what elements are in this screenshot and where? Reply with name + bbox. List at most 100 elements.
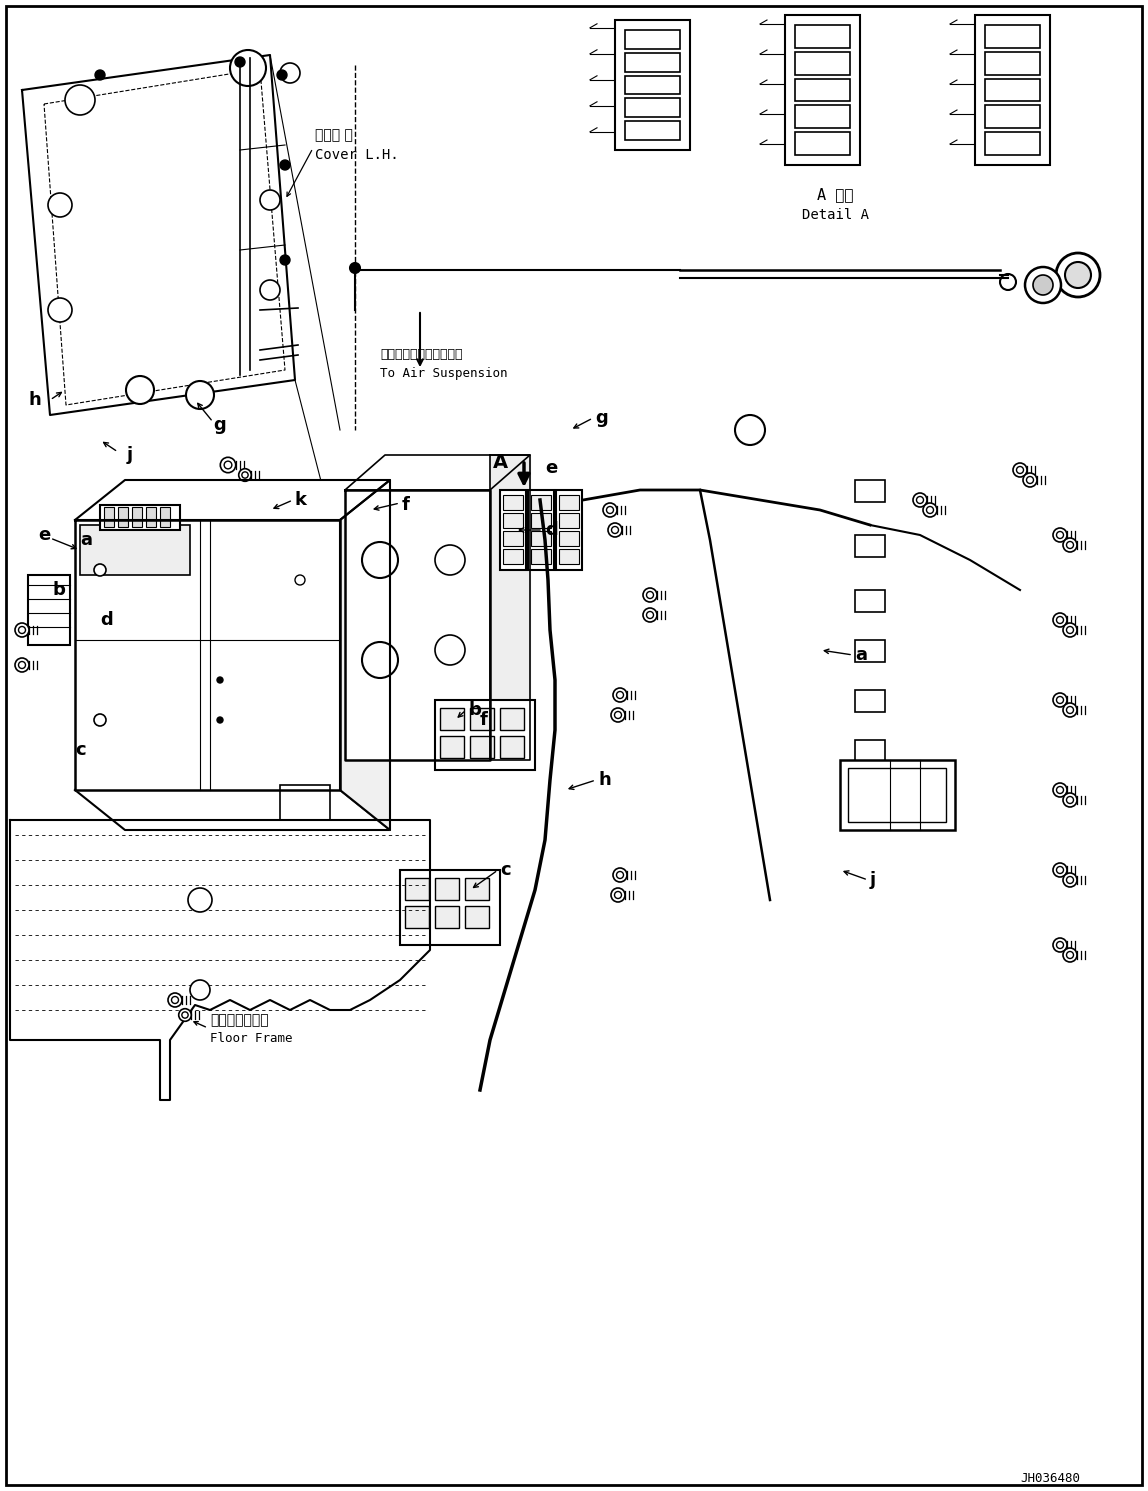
Bar: [785, 15, 860, 166]
Text: Cover L.H.: Cover L.H.: [315, 148, 398, 163]
Text: A 詳細: A 詳細: [816, 188, 853, 203]
Circle shape: [611, 708, 625, 722]
Circle shape: [277, 70, 287, 81]
Text: k: k: [295, 491, 307, 508]
Polygon shape: [75, 790, 390, 830]
Bar: [400, 871, 501, 945]
Circle shape: [48, 192, 72, 218]
Circle shape: [1066, 877, 1073, 884]
Bar: [985, 133, 1040, 155]
Bar: [855, 640, 885, 662]
Circle shape: [1026, 477, 1033, 483]
Bar: [532, 495, 551, 510]
Text: フロアフレーム: フロアフレーム: [210, 1012, 269, 1027]
Circle shape: [15, 623, 29, 637]
Circle shape: [18, 626, 25, 634]
Bar: [855, 740, 885, 762]
Circle shape: [923, 502, 937, 517]
Bar: [501, 491, 526, 570]
Circle shape: [230, 51, 266, 86]
Circle shape: [1053, 528, 1066, 543]
Bar: [625, 76, 680, 94]
Bar: [405, 878, 429, 901]
Circle shape: [435, 546, 465, 576]
Circle shape: [94, 564, 106, 576]
Circle shape: [350, 262, 360, 273]
Circle shape: [646, 611, 653, 619]
Polygon shape: [340, 480, 390, 830]
Bar: [503, 531, 523, 546]
Bar: [625, 52, 680, 72]
Circle shape: [1053, 613, 1066, 628]
Circle shape: [362, 643, 398, 678]
Circle shape: [168, 993, 183, 1006]
Bar: [528, 491, 554, 570]
Bar: [104, 507, 114, 526]
Text: Floor Frame: Floor Frame: [210, 1032, 293, 1045]
Text: h: h: [598, 771, 611, 789]
Circle shape: [181, 1012, 188, 1018]
Bar: [796, 133, 850, 155]
Bar: [559, 513, 579, 528]
Text: j: j: [870, 871, 876, 889]
Text: e: e: [545, 459, 557, 477]
Text: A: A: [492, 452, 507, 471]
Circle shape: [1053, 783, 1066, 798]
Circle shape: [1033, 274, 1053, 295]
Circle shape: [65, 85, 95, 115]
Text: c: c: [501, 860, 511, 880]
Circle shape: [735, 414, 765, 444]
Bar: [435, 907, 459, 927]
Circle shape: [1066, 951, 1073, 959]
Bar: [100, 505, 180, 529]
Text: g: g: [214, 416, 226, 434]
Circle shape: [1053, 693, 1066, 707]
Bar: [985, 79, 1040, 101]
Circle shape: [1066, 541, 1073, 549]
Circle shape: [1063, 623, 1077, 637]
Circle shape: [242, 471, 248, 479]
Bar: [470, 708, 494, 731]
Circle shape: [1013, 464, 1027, 477]
Circle shape: [616, 872, 623, 878]
Text: b: b: [468, 701, 481, 719]
Bar: [465, 907, 489, 927]
Circle shape: [1066, 626, 1073, 634]
Circle shape: [616, 692, 623, 698]
Circle shape: [646, 592, 653, 598]
Circle shape: [1056, 696, 1063, 704]
Bar: [440, 708, 464, 731]
Text: c: c: [75, 741, 86, 759]
Circle shape: [280, 63, 300, 83]
Text: a: a: [855, 646, 867, 663]
Bar: [503, 495, 523, 510]
Circle shape: [15, 658, 29, 672]
Circle shape: [179, 1009, 192, 1021]
Bar: [796, 52, 850, 75]
Bar: [855, 690, 885, 713]
Circle shape: [1053, 938, 1066, 951]
Circle shape: [220, 458, 235, 473]
Circle shape: [1063, 948, 1077, 962]
Circle shape: [916, 497, 923, 504]
Circle shape: [171, 996, 178, 1003]
Circle shape: [614, 892, 621, 899]
Text: a: a: [80, 531, 92, 549]
Circle shape: [442, 722, 458, 738]
Bar: [280, 784, 329, 820]
Circle shape: [1056, 531, 1063, 538]
Circle shape: [1056, 866, 1063, 874]
Circle shape: [259, 280, 280, 300]
Circle shape: [1056, 941, 1063, 948]
Circle shape: [188, 889, 212, 912]
Circle shape: [191, 980, 210, 1000]
Circle shape: [186, 382, 214, 409]
Circle shape: [643, 608, 657, 622]
Circle shape: [1066, 707, 1073, 714]
Text: j: j: [127, 446, 133, 464]
Circle shape: [280, 160, 290, 170]
Bar: [796, 106, 850, 128]
Polygon shape: [346, 455, 530, 491]
Bar: [556, 491, 582, 570]
Bar: [501, 708, 523, 731]
